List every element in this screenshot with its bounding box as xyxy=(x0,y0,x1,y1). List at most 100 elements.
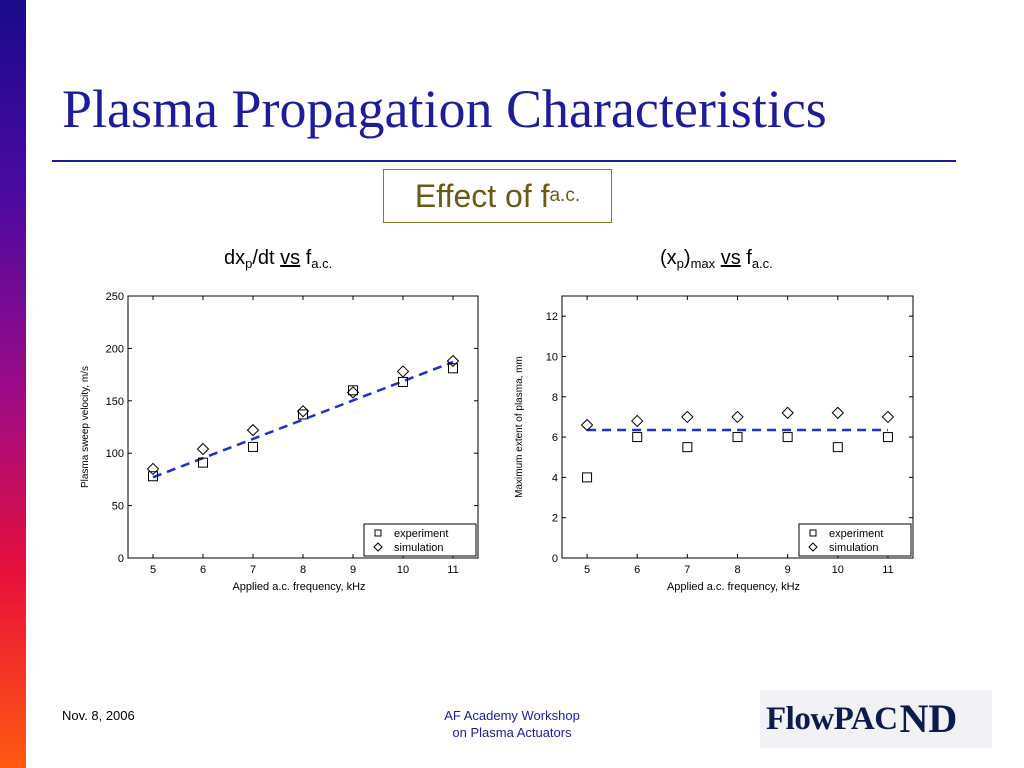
experiment-point xyxy=(348,385,358,396)
x-tick-label: 8 xyxy=(300,564,306,576)
x-tick-label: 5 xyxy=(150,564,156,576)
x-tick-label: 5 xyxy=(584,564,590,576)
x-tick-label: 6 xyxy=(200,564,206,576)
experiment-point xyxy=(732,432,743,443)
footer-event-line2: on Plasma Actuators xyxy=(452,725,572,740)
heading-left-var-sub: p xyxy=(245,255,253,271)
heading-right-paren: ) xyxy=(683,247,691,269)
x-tick-label: 9 xyxy=(785,564,791,576)
legend-label: simulation xyxy=(829,542,879,554)
legend-marker-diamond xyxy=(373,542,383,552)
experiment-point xyxy=(682,442,693,453)
side-gradient-bar xyxy=(0,0,26,768)
heading-right-vs: vs xyxy=(720,247,741,269)
plot-frame xyxy=(561,295,914,559)
y-tick-label: 150 xyxy=(106,396,124,408)
left-chart-heading: dxp/dt vs fa.c. xyxy=(224,247,332,271)
right-chart-heading: (xp)max vs fa.c. xyxy=(660,247,773,271)
experiment-point xyxy=(198,457,208,468)
simulation-point xyxy=(881,410,895,424)
y-tick-label: 6 xyxy=(552,432,558,444)
heading-right-f-sub: a.c. xyxy=(751,255,773,271)
heading-right-f: f xyxy=(740,247,752,269)
x-tick-label: 8 xyxy=(734,564,740,576)
experiment-point xyxy=(832,442,843,453)
simulation-point xyxy=(146,462,160,476)
experiment-point xyxy=(582,472,593,483)
simulation-point xyxy=(296,405,310,418)
heading-right-var: (x xyxy=(660,247,677,269)
x-tick-label: 7 xyxy=(250,564,256,576)
simulation-point xyxy=(196,442,210,456)
experiment-point xyxy=(298,409,308,420)
simulation-point xyxy=(631,414,644,428)
chart-1: 5 6 7 8 9 10 11 0 50 100 150 200 250 Applied a.c. fre… xyxy=(80,291,479,593)
x-tick-label: 7 xyxy=(684,564,690,576)
x-axis-label: Applied a.c. frequency, kHz xyxy=(232,581,365,593)
y-tick-label: 0 xyxy=(552,553,558,565)
simulation-point xyxy=(446,354,460,368)
legend-label: simulation xyxy=(394,542,444,554)
x-tick-label: 11 xyxy=(882,564,893,576)
x-tick-label: 10 xyxy=(832,564,844,576)
simulation-point xyxy=(731,410,744,424)
legend-box xyxy=(363,523,477,557)
heading-left-deriv: /dt xyxy=(252,247,281,269)
y-tick-label: 250 xyxy=(106,291,124,303)
y-axis-label: Maximum extent of plasma, mm xyxy=(514,356,525,498)
subtitle-text: Effect of f xyxy=(414,177,550,214)
heading-left-f: f xyxy=(300,247,312,269)
flowpac-logo: FlowPAC ND xyxy=(760,690,992,748)
simulation-point xyxy=(781,406,794,420)
simulation-point xyxy=(681,410,694,424)
experiment-point xyxy=(632,432,643,443)
y-tick-label: 10 xyxy=(546,351,558,363)
x-tick-label: 6 xyxy=(634,564,640,576)
chart-2: 5 6 7 8 9 10 11 0 2 4 6 8 10 12 Applied a.c. frequency… xyxy=(514,295,914,593)
x-tick-label: 11 xyxy=(447,564,458,576)
legend-label: experiment xyxy=(394,528,448,540)
footer-event: AF Academy Workshop on Plasma Actuators xyxy=(412,707,612,741)
x-axis-label: Applied a.c. frequency, kHz xyxy=(667,581,800,593)
experiment-point xyxy=(882,432,893,443)
footer-event-line1: AF Academy Workshop xyxy=(444,708,580,723)
subtitle-subscript: a.c. xyxy=(549,185,581,206)
title-divider xyxy=(52,160,956,162)
simulation-point xyxy=(246,423,260,437)
simulation-point xyxy=(346,386,360,399)
footer-date: Nov. 8, 2006 xyxy=(62,708,135,723)
slide-title: Plasma Propagation Characteristics xyxy=(62,79,827,139)
heading-left-f-sub: a.c. xyxy=(311,255,333,271)
y-tick-label: 100 xyxy=(106,448,124,460)
legend-label: experiment xyxy=(829,528,883,540)
y-tick-label: 4 xyxy=(552,472,558,484)
legend-marker-diamond xyxy=(808,542,818,552)
y-tick-label: 200 xyxy=(106,343,124,355)
simulation-point xyxy=(831,406,844,420)
experiment-point xyxy=(248,441,258,452)
logo-text: FlowPAC xyxy=(766,700,898,737)
experiment-point xyxy=(148,471,158,482)
simulation-point xyxy=(396,365,410,378)
subtitle-box: Effect of f a.c. xyxy=(383,169,612,223)
plot-frame xyxy=(127,295,479,559)
y-tick-label: 50 xyxy=(112,501,124,513)
heading-right-max-sub: max xyxy=(690,255,716,271)
heading-left-var: dx xyxy=(224,247,246,269)
simulation-point xyxy=(580,418,594,432)
heading-left-vs: vs xyxy=(280,247,301,269)
y-tick-label: 2 xyxy=(552,513,558,525)
experiment-point xyxy=(448,363,458,374)
y-tick-label: 0 xyxy=(118,553,124,565)
legend-box xyxy=(798,523,912,557)
legend-marker-square xyxy=(374,529,382,537)
y-tick-label: 12 xyxy=(546,311,558,323)
nd-monogram-icon: ND xyxy=(899,695,958,741)
x-tick-label: 10 xyxy=(397,564,409,576)
y-axis-label: Plasma sweep velocity, m/s xyxy=(80,366,91,488)
experiment-point xyxy=(782,432,793,443)
x-tick-label: 9 xyxy=(350,564,356,576)
heading-right-var-sub: p xyxy=(676,255,684,271)
legend-marker-square xyxy=(809,529,817,537)
